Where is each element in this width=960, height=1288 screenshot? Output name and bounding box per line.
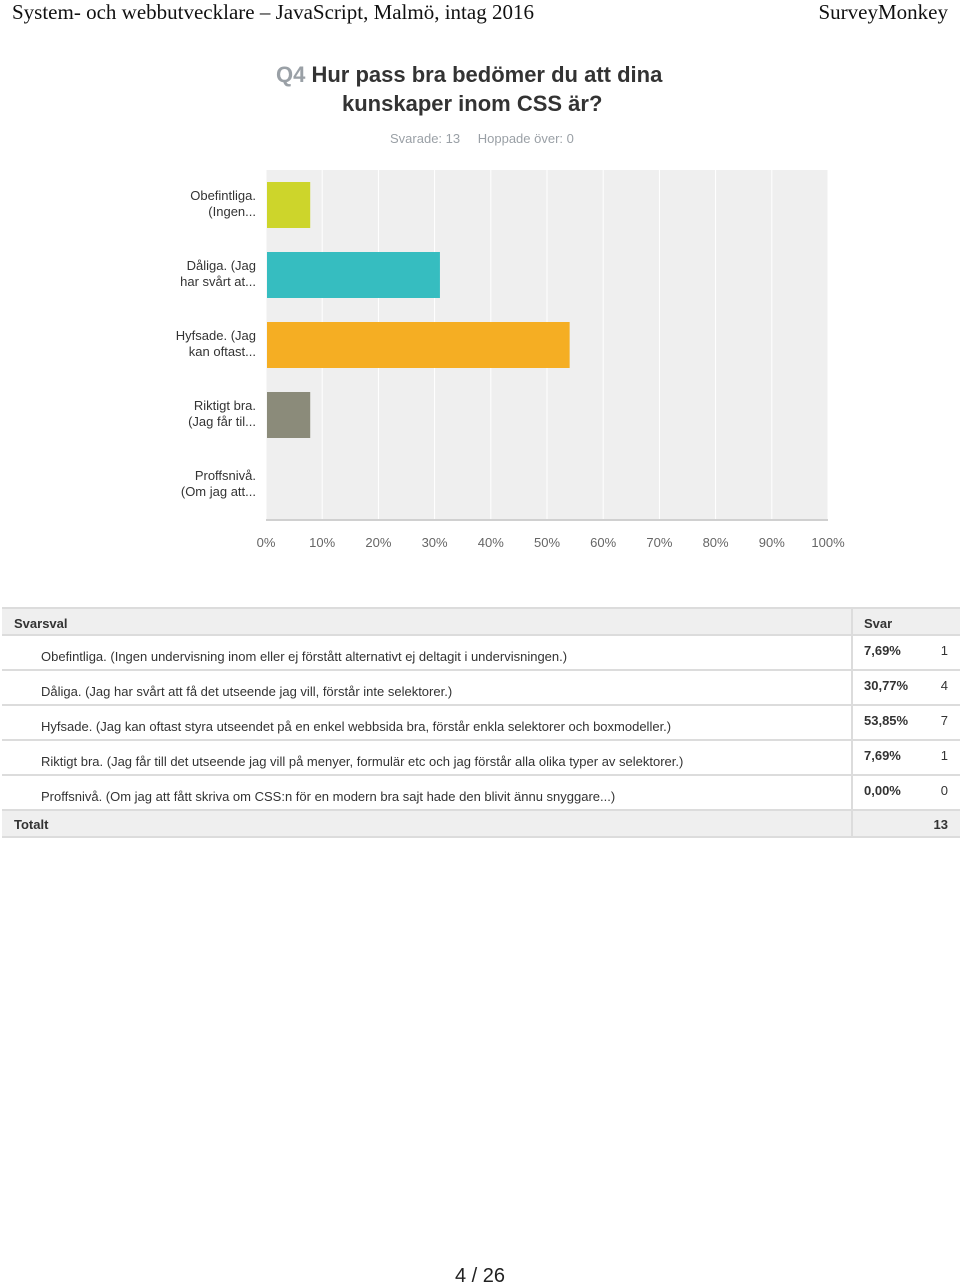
row-percent: 53,85% [864,713,909,728]
row-count: 1 [940,643,948,658]
category-label: Proffsnivå. (Om jag att... [181,468,256,499]
row-percent: 0,00% [864,783,901,798]
row-label: Hyfsade. (Jag kan oftast styra utseendet… [41,719,672,734]
bar [267,322,570,368]
results-table: Svarsval Svar Obefintliga. (Ingen underv… [2,607,960,838]
table-row: Obefintliga. (Ingen undervisning inom el… [2,636,960,671]
page-number: 4 / 26 [454,1265,506,1287]
skipped-count: Hoppade över: 0 [477,131,574,146]
x-tick-label: 20% [365,535,391,550]
row-label: Dåliga. (Jag har svårt att få det utseen… [41,684,453,699]
x-tick-label: 30% [422,535,448,550]
table-total-row: Totalt 13 [2,811,960,838]
column-divider [851,741,853,774]
question-title-line1: Hur pass bra bedömer du att dina [311,62,663,87]
table-row: Riktigt bra. (Jag får till det utseende … [2,741,960,776]
category-label: Hyfsade. (Jag kan oftast... [176,328,256,359]
table-row: Dåliga. (Jag har svårt att få det utseen… [2,671,960,706]
brand-name: SurveyMonkey [818,0,949,24]
document-title: System- och webbutvecklare – JavaScript,… [12,0,534,24]
bar [267,252,440,298]
question-title-line2: kunskaper inom CSS är? [342,91,603,116]
row-label: Obefintliga. (Ingen undervisning inom el… [41,649,568,664]
column-header-answers: Svar [864,616,893,631]
x-tick-label: 60% [590,535,616,550]
column-header-choice: Svarsval [14,616,68,631]
total-label: Totalt [14,817,49,832]
column-divider [851,609,853,634]
question-title: Q4 Hur pass bra bedömer du att dina kuns… [276,60,736,118]
table-header: Svarsval Svar [2,607,960,636]
bar [267,392,311,438]
row-count: 7 [940,713,948,728]
x-tick-label: 50% [534,535,560,550]
x-tick-label: 40% [478,535,504,550]
row-count: 1 [940,748,948,763]
column-divider [851,811,853,836]
answered-count: Svarade: 13 [390,131,461,146]
row-count: 0 [940,783,948,798]
row-label: Riktigt bra. (Jag får till det utseende … [41,754,684,769]
column-divider [851,636,853,669]
x-tick-label: 100% [811,535,845,550]
row-percent: 7,69% [864,748,901,763]
bar-chart: 0% 10% 20% 30% 40% 50% 60% 70% 80% 90% 100% Obefint… [176,170,845,550]
column-divider [851,671,853,704]
x-tick-label: 10% [309,535,335,550]
category-label: Obefintliga. (Ingen... [190,188,256,219]
total-value: 13 [933,817,948,832]
table-row: Proffsnivå. (Om jag att fått skriva om C… [2,776,960,811]
category-label: Dåliga. (Jag har svårt at... [180,258,256,289]
column-divider [851,776,853,809]
table-row: Hyfsade. (Jag kan oftast styra utseendet… [2,706,960,741]
x-tick-label: 80% [703,535,729,550]
row-count: 4 [940,678,948,693]
x-tick-label: 90% [759,535,785,550]
question-number: Q4 [276,62,306,87]
column-divider [851,706,853,739]
row-label: Proffsnivå. (Om jag att fått skriva om C… [41,789,616,804]
category-label: Riktigt bra. (Jag får til... [188,398,256,429]
question-stats: Svarade: 13 Hoppade över: 0 [390,131,588,146]
row-percent: 7,69% [864,643,901,658]
x-tick-label: 70% [646,535,672,550]
row-percent: 30,77% [864,678,909,693]
bar [267,182,311,228]
x-tick-label: 0% [257,535,276,550]
